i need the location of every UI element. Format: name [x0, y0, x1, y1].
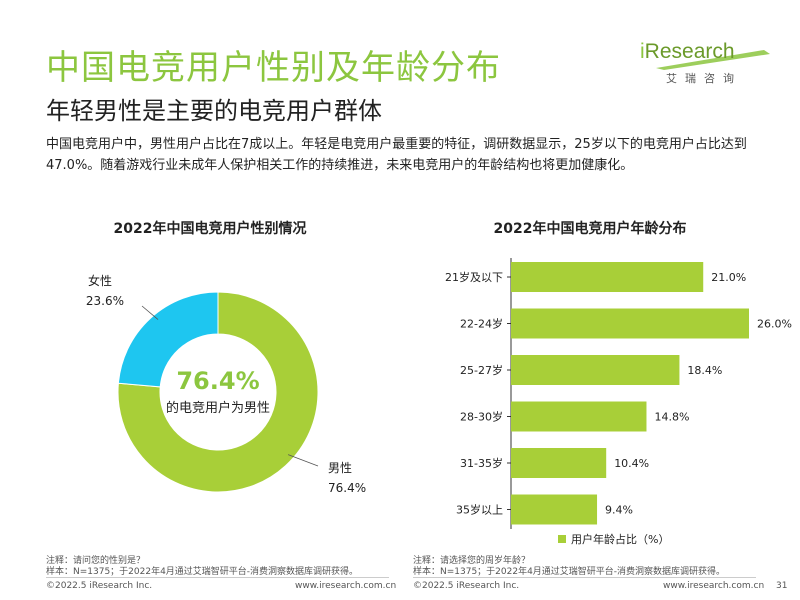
logo-wordmark-i: i [640, 40, 645, 63]
footer-copyright-right: ©2022.5 iResearch Inc. [413, 581, 520, 591]
logo-swoosh-icon [656, 50, 770, 70]
bar-0 [511, 262, 704, 292]
donut-leader-male [287, 454, 319, 467]
donut-center-value: 76.4% [176, 367, 259, 395]
logo-wordmark-rest: Research [644, 40, 735, 63]
footer-url-left[interactable]: www.iresearch.com.cn [295, 581, 397, 591]
bar-2 [511, 355, 680, 385]
bar-category-label-0: 21岁及以下 [445, 270, 503, 284]
donut-center-caption: 的电竞用户为男性 [166, 400, 270, 416]
note-left-sample: 样本：N=1375；于2022年4月通过艾瑞智研平台-消费洞察数据库调研获得。 [46, 567, 359, 577]
donut-value-male: 76.4% [328, 481, 366, 495]
page-description: 中国电竞用户中，男性用户占比在7成以上。年轻是电竞用户最重要的特征，调研数据显示… [46, 137, 747, 173]
bar-category-label-2: 25-27岁 [460, 363, 503, 377]
note-right: 注释：请选择您的周岁年龄？ 样本：N=1375；于2022年4月通过艾瑞智研平台… [413, 556, 725, 578]
bar-category-label-5: 35岁以上 [456, 503, 503, 517]
gender-donut-chart: 男性 76.4% 女性 23.6% 76.4% 的电竞用户为男性 [86, 273, 366, 495]
bar-category-label-4: 31-35岁 [460, 456, 503, 470]
bar-3 [511, 401, 647, 432]
donut-value-female: 23.6% [86, 294, 124, 308]
note-right-sample: 样本：N=1375；于2022年4月通过艾瑞智研平台-消费洞察数据库调研获得。 [413, 567, 726, 577]
logo-subtitle: 艾瑞咨询 [666, 72, 742, 85]
logo-wordmark: iResearch [640, 40, 735, 64]
bar-5 [511, 494, 598, 525]
footer-url-right[interactable]: www.iresearch.com.cn [663, 581, 765, 591]
donut-slice-male [117, 291, 319, 493]
bar-value-label-2: 18.4% [687, 364, 722, 377]
gender-chart-title: 2022年中国电竞用户性别情况 [113, 221, 307, 237]
bar-value-label-3: 14.8% [654, 411, 689, 424]
donut-slice-female [117, 291, 219, 388]
iresearch-logo: iResearch 艾瑞咨询 [640, 40, 770, 92]
note-left: 注释：请问您的性别是？ 样本：N=1375；于2022年4月通过艾瑞智研平台-消… [46, 556, 358, 578]
bar-value-label-0: 21.0% [711, 271, 746, 284]
footer-copyright-left: ©2022.5 iResearch Inc. [46, 581, 153, 591]
footer-divider-left [46, 577, 389, 578]
bar-4 [511, 448, 607, 478]
bar-category-label-3: 28-30岁 [460, 410, 503, 424]
age-bar-chart: 21岁及以下 22-24岁 25-27岁 28-30岁 31-35岁 35岁以上 21.0… [445, 258, 792, 546]
bar-category-label-1: 22-24岁 [460, 317, 503, 331]
legend-swatch [558, 535, 566, 543]
bar-value-label-5: 9.4% [605, 504, 633, 517]
age-chart-title: 2022年中国电竞用户年龄分布 [493, 221, 687, 237]
page-title: 中国电竞用户性别及年龄分布 [46, 48, 501, 88]
donut-leader-female [141, 305, 159, 320]
bar-value-label-4: 10.4% [614, 457, 649, 470]
note-right-question: 注释：请选择您的周岁年龄？ [413, 556, 531, 566]
legend-label: 用户年龄占比（%） [571, 532, 669, 546]
page-subtitle: 年轻男性是主要的电竞用户群体 [46, 97, 382, 125]
donut-label-female: 女性 [88, 273, 112, 288]
note-left-question: 注释：请问您的性别是？ [46, 556, 146, 566]
page-number: 31 [776, 581, 788, 591]
bar-1 [511, 308, 749, 339]
footer-divider-right [413, 577, 756, 578]
bar-value-label-1: 26.0% [757, 318, 792, 331]
donut-label-male: 男性 [328, 461, 352, 475]
